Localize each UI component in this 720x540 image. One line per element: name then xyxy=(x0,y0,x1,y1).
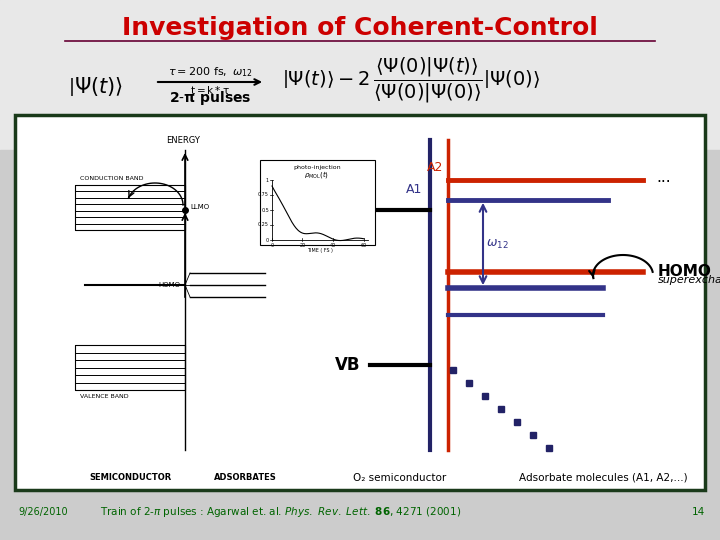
Text: 14: 14 xyxy=(692,507,705,517)
Text: 9/26/2010: 9/26/2010 xyxy=(18,507,68,517)
Text: $\omega_{12}$: $\omega_{12}$ xyxy=(486,238,508,251)
Text: $\rho_\mathrm{MOL}(t)$: $\rho_\mathrm{MOL}(t)$ xyxy=(305,170,330,180)
Text: $\mathbf{2\text{-}\pi}$ pulses: $\mathbf{2\text{-}\pi}$ pulses xyxy=(168,89,251,107)
Text: LLMO: LLMO xyxy=(190,204,209,210)
Text: $\mathrm{t=k*\tau}$: $\mathrm{t=k*\tau}$ xyxy=(190,84,230,96)
Text: Investigation of Coherent-Control: Investigation of Coherent-Control xyxy=(122,16,598,40)
Text: HOMO: HOMO xyxy=(158,282,180,288)
Text: O₂ semiconductor: O₂ semiconductor xyxy=(354,473,446,483)
Text: 0: 0 xyxy=(266,238,269,242)
Text: Adsorbate molecules (A1, A2,...): Adsorbate molecules (A1, A2,...) xyxy=(518,473,688,483)
Text: A1: A1 xyxy=(405,183,422,196)
Text: 60: 60 xyxy=(361,243,367,248)
Text: 20: 20 xyxy=(300,243,305,248)
Text: 1: 1 xyxy=(266,178,269,183)
Text: CB: CB xyxy=(335,201,360,219)
Text: $\left|\Psi(t)\right\rangle$: $\left|\Psi(t)\right\rangle$ xyxy=(68,76,123,98)
Text: CONDUCTION BAND: CONDUCTION BAND xyxy=(80,176,143,181)
Bar xyxy=(0,0,720,150)
Text: 0.25: 0.25 xyxy=(258,222,269,227)
Bar xyxy=(75,345,185,390)
Text: ENERGY: ENERGY xyxy=(166,136,200,145)
Text: $\left|\Psi(t)\right\rangle - 2\,\dfrac{\langle\Psi(0)|\Psi(t)\rangle}{\langle\P: $\left|\Psi(t)\right\rangle - 2\,\dfrac{… xyxy=(282,56,540,105)
Text: ...: ... xyxy=(656,171,670,186)
Text: 0: 0 xyxy=(271,243,274,248)
Text: TIME ( FS ): TIME ( FS ) xyxy=(307,248,333,253)
Bar xyxy=(260,160,375,245)
Text: 0.5: 0.5 xyxy=(261,207,269,213)
Text: photo-injection: photo-injection xyxy=(293,165,341,170)
Bar xyxy=(75,185,185,230)
Text: superexchange: superexchange xyxy=(658,275,720,285)
Text: VALENCE BAND: VALENCE BAND xyxy=(80,394,129,399)
Text: HOMO: HOMO xyxy=(658,265,712,280)
Bar xyxy=(15,115,705,490)
Bar xyxy=(0,150,720,540)
Text: VB: VB xyxy=(335,356,360,374)
Text: 40: 40 xyxy=(330,243,336,248)
Text: 0.75: 0.75 xyxy=(258,192,269,198)
Text: SEMICONDUCTOR: SEMICONDUCTOR xyxy=(89,474,171,483)
Text: A2: A2 xyxy=(427,161,443,174)
Text: $\tau = 200\ \mathrm{fs},\ \omega_{12}$: $\tau = 200\ \mathrm{fs},\ \omega_{12}$ xyxy=(168,65,252,79)
Text: Train of 2-$\pi$ pulses : Agarwal et. al. $\mathit{Phys.\ Rev.\ Lett.}$ $\mathbf: Train of 2-$\pi$ pulses : Agarwal et. al… xyxy=(100,505,462,519)
Text: ADSORBATES: ADSORBATES xyxy=(214,474,276,483)
